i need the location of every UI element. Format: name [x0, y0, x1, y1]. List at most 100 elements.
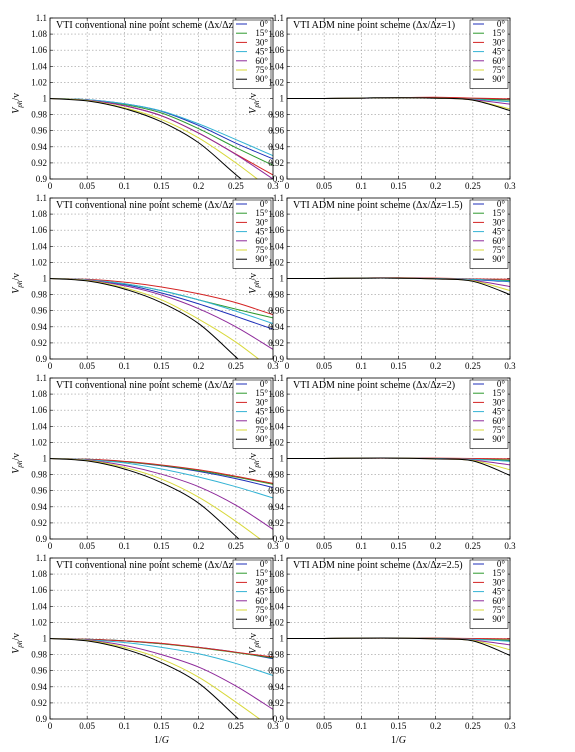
- x-axis-label: 1/G: [154, 735, 169, 746]
- legend-label: 45°: [255, 47, 268, 57]
- legend-label: 30°: [492, 217, 505, 227]
- y-tick-label: 1.1: [36, 373, 47, 383]
- legend-label: 75°: [492, 245, 505, 255]
- y-tick-label: 1.02: [31, 257, 47, 267]
- series-line-90deg: [50, 98, 242, 179]
- legend-label: 45°: [492, 227, 505, 237]
- y-tick-label: 1.08: [268, 29, 284, 39]
- y-tick-label: 0.9: [273, 714, 285, 724]
- legend-label: 75°: [255, 425, 268, 435]
- x-tick-label: 0.15: [391, 721, 407, 731]
- x-tick-label: 0.15: [391, 361, 407, 371]
- y-tick-label: 0.96: [268, 666, 284, 676]
- legend-label: 90°: [492, 434, 505, 444]
- chart-title: VTI conventional nine point scheme (Δx/Δ…: [56, 560, 254, 571]
- x-tick-label: 0.05: [316, 181, 332, 191]
- y-tick-label: 1.1: [273, 13, 284, 23]
- legend-label: 45°: [255, 227, 268, 237]
- y-tick-label: 0.96: [31, 126, 47, 136]
- x-tick-label: 0.15: [154, 361, 170, 371]
- y-tick-label: 0.92: [268, 698, 284, 708]
- y-tick-label: 0.98: [268, 650, 284, 660]
- legend-label: 0°: [260, 379, 269, 389]
- y-tick-label: 1.02: [31, 77, 47, 87]
- legend-label: 30°: [492, 397, 505, 407]
- chart-panel-2: 0 0.05 0.1 0.15 0.2 0.25 0.30.90.920.940.960.9…: [248, 13, 516, 191]
- legend-label: 15°: [255, 568, 268, 578]
- legend-label: 30°: [492, 577, 505, 587]
- x-tick-label: 0: [48, 541, 53, 551]
- y-tick-label: 0.94: [31, 322, 47, 332]
- x-tick-label: 0.05: [79, 721, 95, 731]
- y-tick-label: 0.98: [268, 110, 284, 120]
- legend-label: 15°: [492, 208, 505, 218]
- series-group: [287, 457, 510, 476]
- x-tick-label: 0.25: [228, 721, 244, 731]
- y-tick-label: 0.98: [268, 470, 284, 480]
- x-tick-label: 0.2: [430, 541, 441, 551]
- y-tick-label: 0.96: [31, 486, 47, 496]
- y-tick-label: 1.1: [36, 193, 47, 203]
- y-tick-label: 0.94: [268, 142, 284, 152]
- y-tick-label: 1.06: [268, 405, 284, 415]
- plot-frame: [49, 17, 274, 180]
- legend-box: [469, 199, 509, 269]
- x-tick-label: 0.05: [79, 541, 95, 551]
- legend-label: 60°: [255, 56, 268, 66]
- legend-label: 30°: [255, 217, 268, 227]
- chart-title: VTI ADM nine point scheme (Δx/Δz=2.5): [293, 560, 463, 571]
- x-tick-label: 0.05: [316, 361, 332, 371]
- x-tick-label: 0: [285, 181, 290, 191]
- y-tick-label: 0.94: [31, 142, 47, 152]
- y-axis-label: Vph/v: [11, 93, 24, 114]
- x-tick-label: 0.3: [504, 361, 516, 371]
- y-tick-label: 1.06: [31, 585, 47, 595]
- y-axis-label: Vph/v: [248, 93, 261, 114]
- y-axis-label: Vph/v: [248, 273, 261, 294]
- y-tick-label: 1.08: [268, 569, 284, 579]
- x-tick-label: 0: [48, 721, 53, 731]
- y-tick-label: 0.94: [31, 682, 47, 692]
- legend-label: 15°: [255, 28, 268, 38]
- y-tick-label: 1.04: [268, 601, 284, 611]
- legend: 0°15°30°45°60°75°90°: [469, 559, 509, 629]
- y-tick-label: 1.08: [31, 29, 47, 39]
- y-tick-label: 1.06: [31, 405, 47, 415]
- y-tick-label: 1.1: [273, 553, 284, 563]
- series-line-90deg: [287, 637, 510, 656]
- chart-panel-6: 0 0.05 0.1 0.15 0.2 0.25 0.30.90.920.940.960.9…: [248, 373, 516, 551]
- x-tick-label: 0.3: [267, 361, 279, 371]
- x-tick-label: 0.25: [465, 181, 481, 191]
- y-tick-label: 1.08: [268, 209, 284, 219]
- legend-label: 0°: [497, 199, 506, 209]
- y-tick-label: 0.9: [36, 354, 48, 364]
- legend: 0°15°30°45°60°75°90°: [232, 199, 272, 269]
- legend-label: 60°: [492, 56, 505, 66]
- y-tick-label: 1.02: [31, 617, 47, 627]
- y-tick-label: 0.98: [31, 650, 47, 660]
- chart-title: VTI ADM nine point scheme (Δx/Δz=1.5): [293, 200, 463, 211]
- y-axis-label: Vph/v: [11, 453, 24, 474]
- y-tick-label: 1.02: [31, 437, 47, 447]
- legend-label: 0°: [260, 199, 269, 209]
- x-tick-label: 0.25: [228, 181, 244, 191]
- legend-label: 75°: [492, 425, 505, 435]
- x-tick-label: 0: [285, 721, 290, 731]
- y-tick-label: 0.92: [268, 158, 284, 168]
- legend-box: [232, 559, 272, 629]
- legend-label: 90°: [492, 74, 505, 84]
- y-tick-label: 0.94: [268, 322, 284, 332]
- plot-frame: [286, 557, 511, 720]
- x-tick-label: 0.3: [504, 721, 516, 731]
- legend-label: 75°: [492, 605, 505, 615]
- y-tick-label: 0.96: [31, 666, 47, 676]
- y-tick-label: 0.92: [268, 338, 284, 348]
- y-tick-label: 0.94: [268, 682, 284, 692]
- legend-label: 90°: [492, 614, 505, 624]
- y-tick-label: 1: [43, 454, 48, 464]
- plot-frame: [286, 17, 511, 180]
- y-tick-label: 0.9: [273, 174, 285, 184]
- y-tick-label: 0.9: [273, 354, 285, 364]
- plot-frame: [286, 197, 511, 360]
- y-tick-label: 0.98: [31, 470, 47, 480]
